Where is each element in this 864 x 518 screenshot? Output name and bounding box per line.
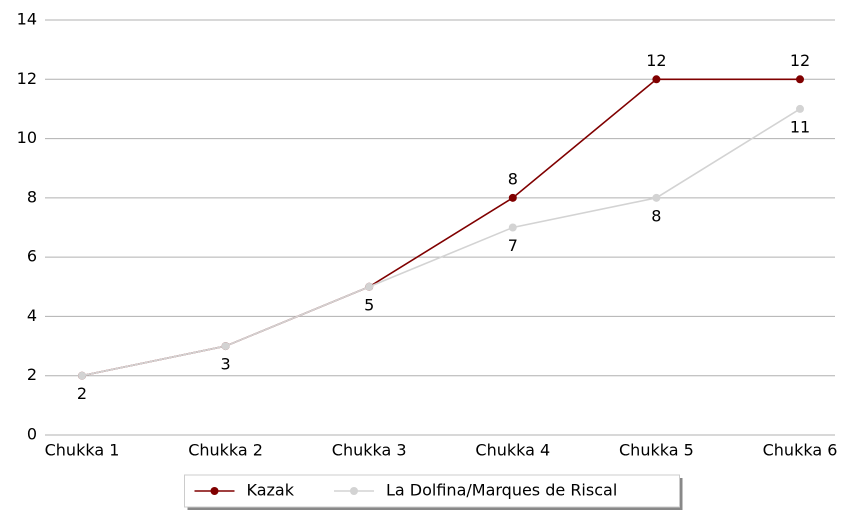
x-tick-label: Chukka 2	[188, 441, 263, 460]
legend-label: Kazak	[247, 481, 295, 500]
data-label: 3	[221, 355, 231, 374]
data-label: 12	[790, 51, 810, 70]
legend-box	[184, 474, 680, 508]
y-tick-label: 4	[27, 306, 37, 325]
data-point	[221, 342, 230, 351]
data-point	[796, 104, 804, 113]
legend-marker	[210, 487, 219, 495]
data-label: 7	[508, 236, 518, 255]
data-label: 11	[790, 117, 810, 136]
data-point	[365, 282, 374, 291]
y-tick-label: 2	[27, 365, 37, 384]
y-tick-label: 6	[27, 247, 37, 266]
data-label: 8	[651, 206, 661, 225]
data-label: 5	[364, 295, 374, 314]
series-line	[81, 78, 800, 377]
data-point	[796, 75, 804, 84]
data-label: 2	[77, 384, 87, 403]
legend-marker	[349, 487, 358, 495]
data-point	[78, 371, 86, 380]
x-tick-label: Chukka 4	[475, 441, 550, 460]
data-point	[508, 193, 517, 202]
y-tick-label: 12	[17, 69, 37, 88]
x-tick-label: Chukka 1	[45, 441, 120, 460]
data-label: 8	[508, 169, 518, 188]
x-tick-label: Chukka 6	[763, 441, 838, 460]
data-label: 12	[646, 51, 666, 70]
y-tick-label: 10	[17, 128, 37, 147]
y-tick-label: 14	[17, 10, 37, 29]
series-line	[81, 108, 801, 377]
data-point	[652, 193, 661, 202]
legend-label: La Dolfina/Marques de Riscal	[386, 481, 617, 500]
data-point	[652, 75, 661, 84]
x-tick-label: Chukka 5	[619, 441, 694, 460]
y-tick-label: 8	[27, 187, 37, 206]
data-point	[508, 223, 517, 232]
x-tick-label: Chukka 3	[332, 441, 407, 460]
y-tick-label: 0	[27, 425, 37, 444]
